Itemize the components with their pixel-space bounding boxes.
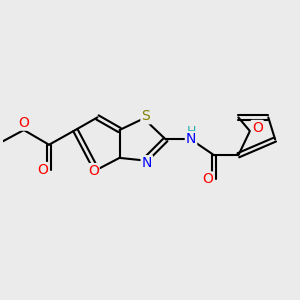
Text: O: O [88,164,99,178]
Text: H: H [186,124,196,138]
Text: O: O [37,163,48,177]
Text: N: N [142,156,152,170]
Text: S: S [141,109,150,123]
Text: O: O [202,172,213,186]
Text: O: O [252,121,263,135]
Text: O: O [18,116,29,130]
Text: N: N [186,132,196,146]
